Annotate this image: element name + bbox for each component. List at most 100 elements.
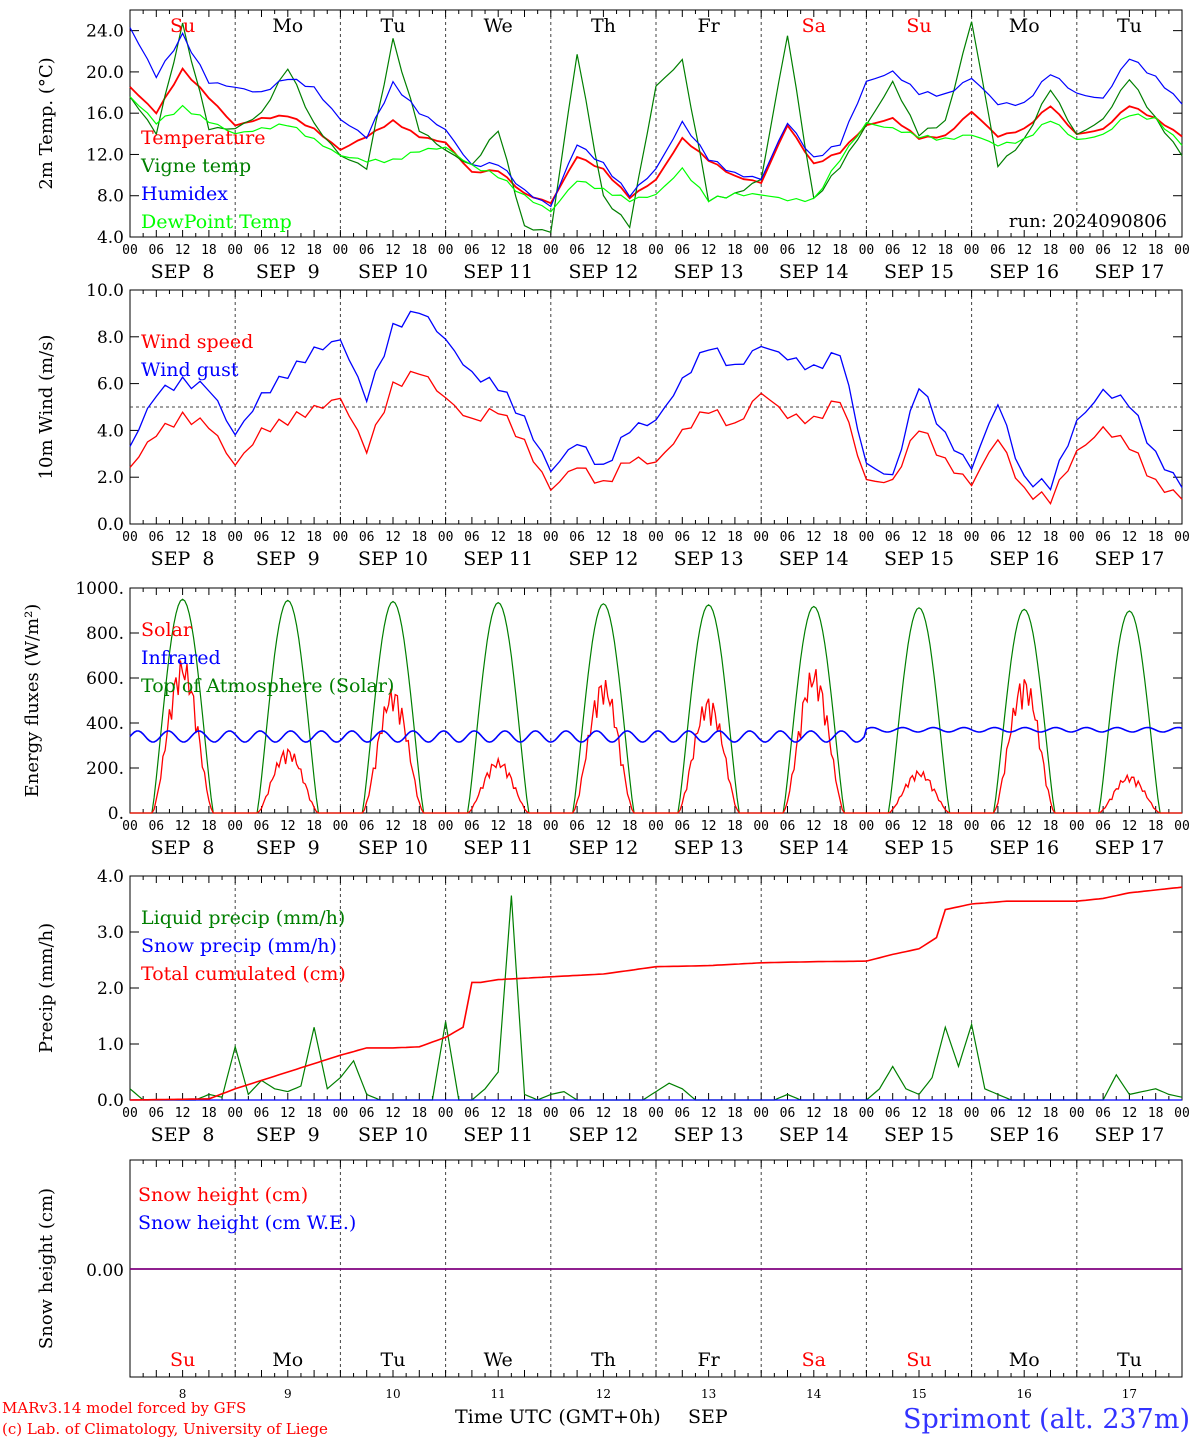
y-tick-label: 0.0: [97, 1091, 124, 1111]
date-label: SEP 17: [1094, 548, 1164, 570]
hour-tick-label: 00: [648, 1106, 664, 1121]
hour-tick-label: 00: [122, 819, 138, 834]
hour-tick-label: 18: [937, 819, 953, 834]
hour-tick-label: 12: [175, 530, 191, 545]
hour-tick-label: 00: [964, 530, 980, 545]
hour-tick-label: 00: [227, 819, 243, 834]
y-tick-label: 8.0: [97, 187, 124, 207]
hour-tick-label: 18: [411, 243, 427, 258]
hour-tick-label: 00: [648, 243, 664, 258]
hour-tick-label: 00: [648, 530, 664, 545]
y-axis-label: Snow height (cm): [36, 1188, 57, 1349]
hour-tick-label: 00: [1069, 1106, 1085, 1121]
day-name: Su: [170, 1349, 195, 1371]
hour-tick-label: 12: [596, 819, 612, 834]
hour-tick-label: 06: [254, 1106, 270, 1121]
hour-tick-label: 12: [701, 530, 717, 545]
day-name: Sa: [802, 1349, 826, 1371]
hour-tick-label: 12: [596, 243, 612, 258]
hour-tick-label: 12: [806, 819, 822, 834]
series-line: [129, 96, 1183, 213]
day-name: Fr: [697, 15, 720, 37]
hour-tick-label: 00: [753, 819, 769, 834]
hour-tick-label: 00: [1069, 243, 1085, 258]
hour-tick-label: 00: [122, 530, 138, 545]
hour-tick-label: 00: [753, 1106, 769, 1121]
date-label: SEP 15: [884, 261, 954, 283]
date-label: SEP 14: [779, 1124, 849, 1146]
day-name: Tu: [381, 1349, 406, 1371]
hour-tick-label: 06: [359, 530, 375, 545]
date-label: SEP 15: [884, 837, 954, 859]
hour-tick-label: 06: [464, 243, 480, 258]
date-label: SEP 11: [463, 261, 533, 283]
day-name: Su: [906, 1349, 931, 1371]
hour-tick-label: 06: [254, 819, 270, 834]
hour-tick-label: 18: [832, 530, 848, 545]
hour-tick-label: 18: [1043, 1106, 1059, 1121]
day-date: 13: [701, 1387, 716, 1401]
hour-tick-label: 06: [1095, 819, 1111, 834]
series-line: [129, 310, 1183, 491]
hour-tick-label: 00: [438, 530, 454, 545]
hour-tick-label: 06: [1095, 1106, 1111, 1121]
hour-tick-label: 06: [464, 819, 480, 834]
hour-tick-label: 12: [490, 1106, 506, 1121]
date-label: SEP 16: [989, 261, 1059, 283]
date-label: SEP 11: [463, 548, 533, 570]
day-name: Mo: [272, 15, 303, 37]
hour-tick-label: 06: [990, 819, 1006, 834]
legend-entry: Liquid precip (mm/h): [141, 907, 345, 929]
hour-tick-label: 18: [832, 1106, 848, 1121]
series-line: [129, 21, 1183, 234]
hour-tick-label: 18: [622, 819, 638, 834]
hour-tick-label: 18: [517, 530, 533, 545]
y-tick-label: 1000.: [75, 579, 124, 599]
hour-tick-label: 00: [753, 530, 769, 545]
hour-tick-label: 12: [385, 530, 401, 545]
hour-tick-label: 18: [727, 530, 743, 545]
date-label: SEP 16: [989, 1124, 1059, 1146]
y-axis-label: Precip (mm/h): [36, 923, 57, 1053]
hour-tick-label: 12: [490, 819, 506, 834]
legend-entry: Wind speed: [141, 331, 253, 353]
hour-tick-label: 06: [254, 243, 270, 258]
hour-tick-label: 18: [201, 243, 217, 258]
y-tick-label: 16.0: [86, 104, 124, 124]
date-label: SEP 10: [358, 261, 428, 283]
hour-tick-label: 00: [122, 243, 138, 258]
x-axis-title: Time UTC (GMT+0h): [455, 1406, 661, 1428]
series-line-solar: [130, 660, 1182, 814]
hour-tick-label: 00: [964, 1106, 980, 1121]
hour-tick-label: 12: [701, 243, 717, 258]
day-date: 16: [1017, 1387, 1032, 1401]
hour-tick-label: 18: [201, 530, 217, 545]
day-name: Mo: [272, 1349, 303, 1371]
y-tick-label: 800.: [86, 624, 124, 644]
legend-entry: Snow height (cm): [138, 1184, 308, 1206]
y-tick-label: 0.: [108, 804, 124, 824]
y-tick-label: 200.: [86, 759, 124, 779]
hour-tick-label: 00: [1069, 819, 1085, 834]
hour-tick-label: 18: [1148, 530, 1164, 545]
hour-tick-label: 18: [1148, 819, 1164, 834]
hour-tick-label: 00: [333, 243, 349, 258]
hour-tick-label: 12: [911, 819, 927, 834]
legend-entry: Total cumulated (cm): [141, 963, 346, 985]
hour-tick-label: 06: [569, 819, 585, 834]
hour-tick-label: 12: [806, 1106, 822, 1121]
hour-tick-label: 06: [1095, 243, 1111, 258]
hour-tick-label: 12: [1016, 1106, 1032, 1121]
series-line: [129, 27, 1183, 208]
y-axis-label: Energy fluxes (W/m²): [22, 604, 43, 798]
hour-tick-label: 06: [674, 1106, 690, 1121]
y-tick-label: 0.0: [97, 515, 124, 535]
hour-tick-label: 12: [1016, 819, 1032, 834]
hour-tick-label: 18: [306, 530, 322, 545]
hour-tick-label: 06: [359, 1106, 375, 1121]
hour-tick-label: 06: [148, 1106, 164, 1121]
hour-tick-label: 18: [306, 243, 322, 258]
date-label: SEP 9: [256, 548, 320, 570]
y-tick-label: 600.: [86, 669, 124, 689]
